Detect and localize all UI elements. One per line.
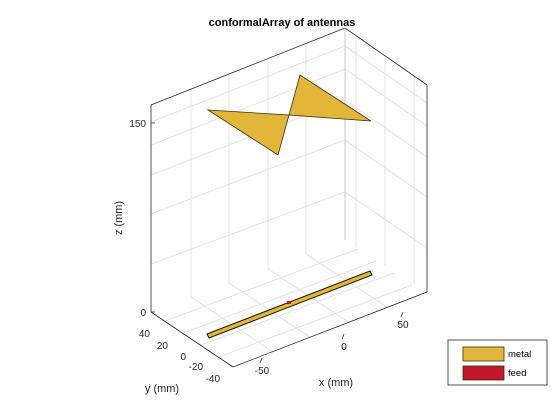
back-wall-right — [345, 28, 427, 292]
y-axis-label: y (mm) — [145, 383, 179, 395]
y-tick-label: 40 — [139, 329, 151, 340]
box-edge-top-right — [344, 27, 428, 86]
x-axis-line — [232, 291, 428, 368]
bowtie-left-wing — [206, 109, 290, 156]
x-tick-mark — [341, 333, 345, 340]
legend-label-feed: feed — [508, 368, 527, 379]
y-tick-label: -20 — [189, 362, 204, 373]
legend-swatch-feed — [462, 365, 505, 381]
axes-box — [151, 28, 427, 312]
z-axis-label: z (mm) — [113, 201, 125, 235]
bowtie-right-wing — [288, 74, 372, 122]
x-tick-label: 50 — [397, 320, 409, 331]
y-tick-label: 20 — [157, 341, 169, 352]
legend: metal feed — [447, 339, 548, 386]
x-axis-label: x (mm) — [319, 377, 353, 389]
dipole-strip — [206, 270, 373, 339]
z-tick-label: 0 — [140, 308, 146, 319]
legend-swatch-metal — [462, 346, 505, 362]
chart-title: conformalArray of antennas — [209, 17, 356, 29]
x-tick-label: 0 — [341, 342, 347, 353]
y-tick-label: 0 — [180, 352, 186, 363]
antenna-patches — [206, 74, 373, 339]
axis-lines — [150, 27, 428, 368]
y-tick-label: -40 — [206, 374, 221, 385]
y-axis-line — [150, 311, 234, 368]
z-tick-label: 150 — [129, 119, 146, 130]
x-tick-label: -50 — [255, 366, 270, 377]
back-wall-left — [151, 28, 345, 312]
box-edge-top-left — [150, 27, 346, 106]
x-tick-mark — [259, 357, 263, 364]
x-tick-mark — [400, 311, 404, 318]
legend-label-metal: metal — [508, 349, 531, 360]
feed-point — [287, 301, 291, 304]
